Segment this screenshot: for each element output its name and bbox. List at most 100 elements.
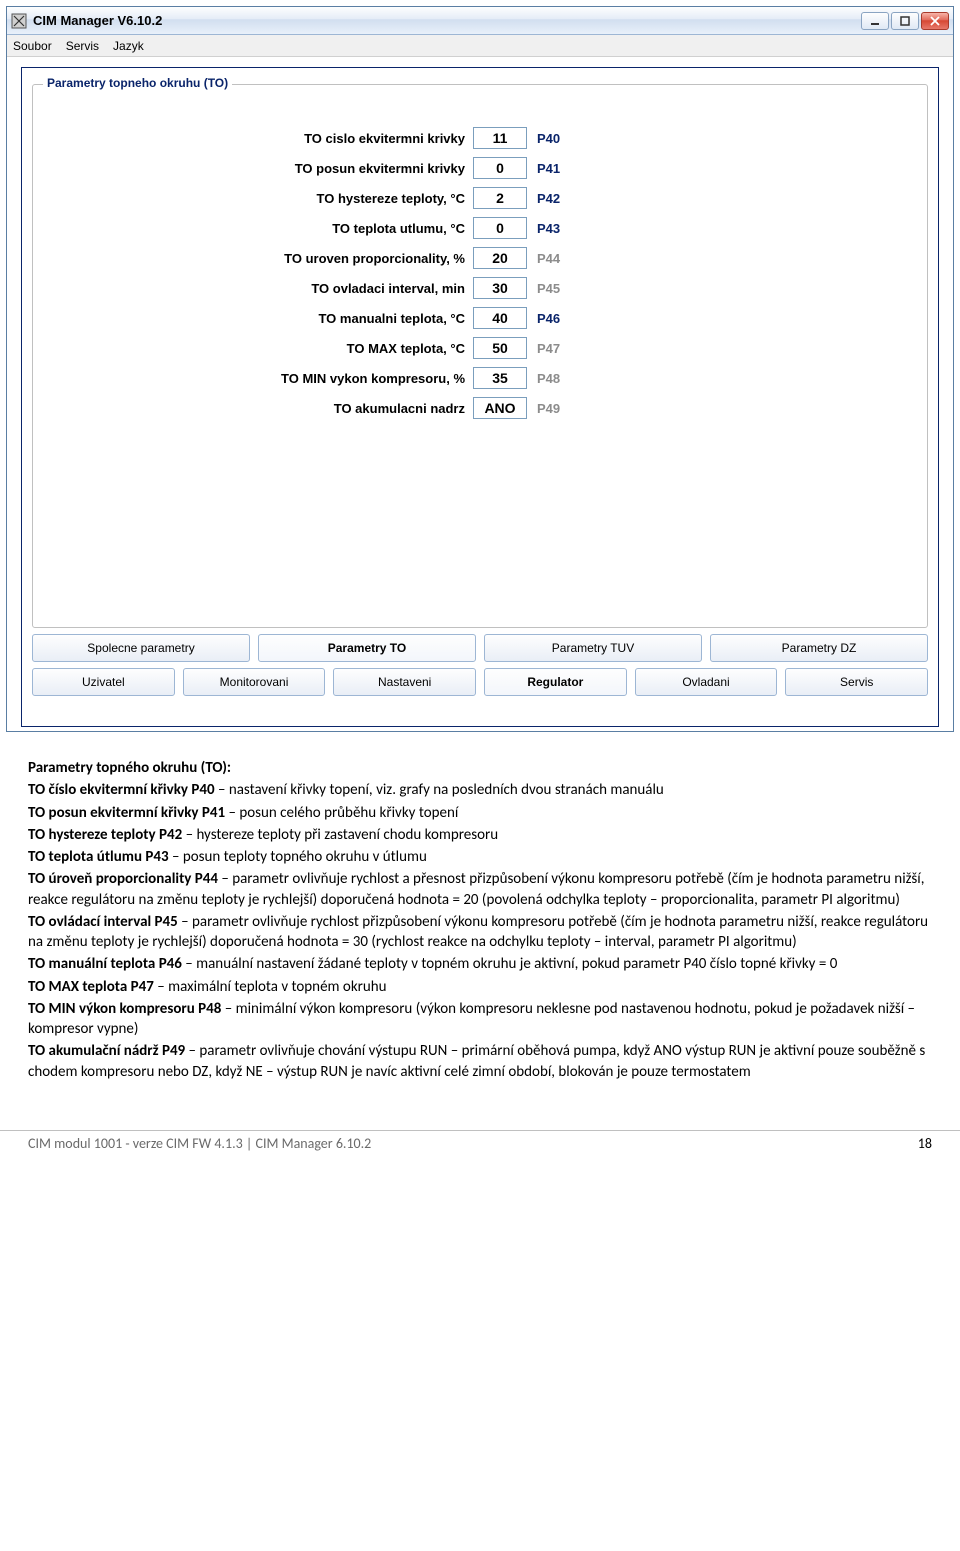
param-code: P47 (537, 341, 583, 356)
param-row: TO teplota utlumu, °C P43 (223, 213, 917, 243)
tab-upper-spolecne-parametry[interactable]: Spolecne parametry (32, 634, 250, 662)
doc-line-bold: TO manuální teplota P46 (28, 955, 182, 973)
doc-line-bold: TO ovládací interval P45 (28, 913, 178, 931)
menubar: Soubor Servis Jazyk (7, 35, 953, 57)
tab-lower-regulator[interactable]: Regulator (484, 668, 627, 696)
param-input-p43[interactable] (473, 217, 527, 239)
param-row: TO posun ekvitermni krivky P41 (223, 153, 917, 183)
param-label: TO manualni teplota, °C (223, 311, 473, 326)
param-input-p42[interactable] (473, 187, 527, 209)
param-input-p40[interactable] (473, 127, 527, 149)
param-label: TO cislo ekvitermni krivky (223, 131, 473, 146)
doc-line-bold: TO teplota útlumu P43 (28, 848, 169, 866)
doc-line-text: – posun celého průběhu křivky topení (225, 804, 458, 822)
window-title: CIM Manager V6.10.2 (33, 13, 861, 28)
doc-line-bold: TO posun ekvitermní křivky P41 (28, 804, 225, 822)
param-code: P40 (537, 131, 583, 146)
menu-jazyk[interactable]: Jazyk (113, 39, 144, 53)
tab-lower-servis[interactable]: Servis (785, 668, 928, 696)
content-area: Parametry topneho okruhu (TO) TO cislo e… (7, 57, 953, 731)
app-window: CIM Manager V6.10.2 Soubor Servis Jazyk … (6, 6, 954, 732)
doc-line: TO úroveň proporcionality P44 – parametr… (28, 869, 932, 910)
doc-line-bold: TO MIN výkon kompresoru P48 (28, 1000, 221, 1018)
app-icon (11, 13, 27, 29)
tab-lower-nastaveni[interactable]: Nastaveni (333, 668, 476, 696)
doc-line: TO hystereze teploty P42 – hystereze tep… (28, 825, 932, 845)
doc-lines: TO číslo ekvitermní křivky P40 – nastave… (28, 780, 932, 1082)
param-input-p46[interactable] (473, 307, 527, 329)
param-label: TO uroven proporcionality, % (223, 251, 473, 266)
doc-line-text: – nastavení křivky topení, viz. grafy na… (215, 781, 664, 799)
param-label: TO akumulacni nadrz (223, 401, 473, 416)
close-button[interactable] (921, 12, 949, 30)
doc-line-text: – manuální nastavení žádané teploty v to… (182, 955, 837, 973)
regulator-panel: Parametry topneho okruhu (TO) TO cislo e… (21, 67, 939, 727)
doc-line: TO posun ekvitermní křivky P41 – posun c… (28, 803, 932, 823)
maximize-button[interactable] (891, 12, 919, 30)
param-label: TO MAX teplota, °C (223, 341, 473, 356)
param-row: TO akumulacni nadrz P49 (223, 393, 917, 423)
doc-heading: Parametry topného okruhu (TO): (28, 758, 932, 778)
doc-line: TO teplota útlumu P43 – posun teploty to… (28, 847, 932, 867)
param-label: TO hystereze teploty, °C (223, 191, 473, 206)
tab-upper-parametry-to[interactable]: Parametry TO (258, 634, 476, 662)
param-label: TO teplota utlumu, °C (223, 221, 473, 236)
param-input-p48[interactable] (473, 367, 527, 389)
doc-line: TO číslo ekvitermní křivky P40 – nastave… (28, 780, 932, 800)
param-row: TO hystereze teploty, °C P42 (223, 183, 917, 213)
doc-line: TO akumulační nádrž P49 – parametr ovliv… (28, 1041, 932, 1082)
param-label: TO MIN vykon kompresoru, % (223, 371, 473, 386)
groupbox-legend: Parametry topneho okruhu (TO) (43, 76, 232, 90)
param-code: P43 (537, 221, 583, 236)
footer-left: CIM modul 1001 - verze CIM FW 4.1.3 | CI… (28, 1135, 371, 1152)
param-row: TO ovladaci interval, min P45 (223, 273, 917, 303)
page-number: 18 (918, 1135, 932, 1152)
tab-upper-parametry-tuv[interactable]: Parametry TUV (484, 634, 702, 662)
doc-line-bold: TO hystereze teploty P42 (28, 826, 182, 844)
param-input-p47[interactable] (473, 337, 527, 359)
doc-line-bold: TO akumulační nádrž P49 (28, 1042, 185, 1060)
doc-line: TO MIN výkon kompresoru P48 – minimální … (28, 999, 932, 1040)
window-buttons (861, 12, 949, 30)
doc-line-bold: TO MAX teplota P47 (28, 978, 154, 996)
tab-lower-ovladani[interactable]: Ovladani (635, 668, 778, 696)
param-code: P41 (537, 161, 583, 176)
tab-lower-uzivatel[interactable]: Uzivatel (32, 668, 175, 696)
param-row: TO MAX teplota, °C P47 (223, 333, 917, 363)
minimize-button[interactable] (861, 12, 889, 30)
param-input-p41[interactable] (473, 157, 527, 179)
menu-soubor[interactable]: Soubor (13, 39, 52, 53)
param-code: P42 (537, 191, 583, 206)
doc-line: TO ovládací interval P45 – parametr ovli… (28, 912, 932, 953)
doc-line-bold: TO číslo ekvitermní křivky P40 (28, 781, 215, 799)
param-code: P45 (537, 281, 583, 296)
doc-line: TO MAX teplota P47 – maximální teplota v… (28, 977, 932, 997)
param-input-p49[interactable] (473, 397, 527, 419)
param-code: P44 (537, 251, 583, 266)
groupbox-to: Parametry topneho okruhu (TO) TO cislo e… (32, 84, 928, 628)
menu-servis[interactable]: Servis (66, 39, 99, 53)
param-input-p45[interactable] (473, 277, 527, 299)
param-row: TO uroven proporcionality, % P44 (223, 243, 917, 273)
tab-upper-parametry-dz[interactable]: Parametry DZ (710, 634, 928, 662)
tabs-upper: Spolecne parametry Parametry TO Parametry … (32, 634, 928, 662)
param-rows: TO cislo ekvitermni krivky P40 TO posun ek… (223, 123, 917, 423)
page-footer: CIM modul 1001 - verze CIM FW 4.1.3 | CI… (0, 1130, 960, 1162)
tab-lower-monitorovani[interactable]: Monitorovani (183, 668, 326, 696)
param-input-p44[interactable] (473, 247, 527, 269)
param-code: P49 (537, 401, 583, 416)
tabs-lower: Uzivatel MonitorovaniNastaveni Regulator Ov… (32, 668, 928, 696)
titlebar: CIM Manager V6.10.2 (7, 7, 953, 35)
doc-text: Parametry topného okruhu (TO): TO číslo … (0, 738, 960, 1094)
param-label: TO posun ekvitermni krivky (223, 161, 473, 176)
param-code: P46 (537, 311, 583, 326)
doc-line: TO manuální teplota P46 – manuální nasta… (28, 954, 932, 974)
doc-line-bold: TO úroveň proporcionality P44 (28, 870, 218, 888)
param-code: P48 (537, 371, 583, 386)
doc-line-text: – maximální teplota v topném okruhu (154, 978, 387, 996)
param-label: TO ovladaci interval, min (223, 281, 473, 296)
param-row: TO MIN vykon kompresoru, % P48 (223, 363, 917, 393)
param-row: TO manualni teplota, °C P46 (223, 303, 917, 333)
param-row: TO cislo ekvitermni krivky P40 (223, 123, 917, 153)
doc-line-text: – hystereze teploty při zastavení chodu … (182, 826, 498, 844)
